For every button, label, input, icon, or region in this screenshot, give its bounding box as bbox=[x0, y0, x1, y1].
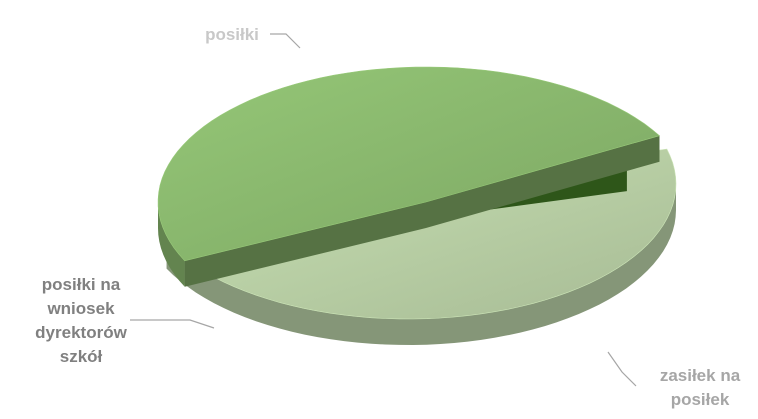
leader-line-zasiłek-na-posiłek bbox=[607, 351, 637, 387]
slice-posiłki-side-0 bbox=[166, 184, 676, 345]
slice-label-posiłki-na-wniosek-dyrektorów-szkół: posiłki na wniosek dyrektorów szkół bbox=[35, 275, 127, 366]
leader-line-posiłki-na-wniosek-dyrektorów-szkół bbox=[130, 319, 215, 329]
slice-label-zasiłek-na-posiłek: zasiłek na posiłek bbox=[660, 366, 741, 409]
slice-labels: posiłki zasiłek na posiłek posiłki na wniose… bbox=[35, 25, 741, 409]
leader-lines bbox=[130, 33, 637, 387]
pie-slices bbox=[157, 66, 677, 345]
slice-zasiłek-na-posiłek-cut-face-0 bbox=[184, 202, 426, 287]
leader-line-posiłki bbox=[270, 33, 301, 49]
slice-zasiłek-na-posiłek-cut-face-1 bbox=[426, 135, 660, 228]
slice-label-posiłki: posiłki bbox=[205, 25, 259, 44]
slice-zasiłek-na-posiłek bbox=[157, 66, 661, 262]
